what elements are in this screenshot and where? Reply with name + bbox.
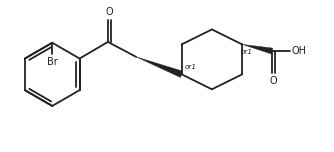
Text: O: O	[106, 7, 113, 17]
Text: or1: or1	[240, 49, 253, 55]
Text: Br: Br	[47, 57, 58, 67]
Text: or1: or1	[184, 64, 196, 70]
Polygon shape	[242, 44, 273, 54]
Text: OH: OH	[292, 46, 307, 56]
Polygon shape	[136, 57, 183, 77]
Text: O: O	[270, 76, 278, 86]
